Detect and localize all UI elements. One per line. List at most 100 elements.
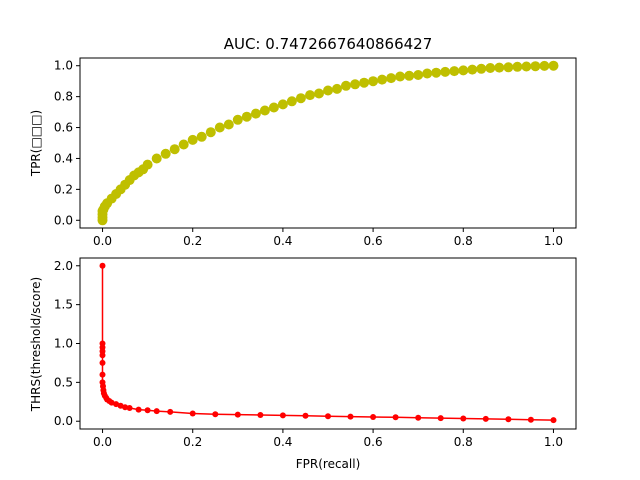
roc-x-tick-label: 1.0 bbox=[544, 234, 563, 248]
threshold-point bbox=[144, 407, 151, 414]
threshold-y-tick-label: 0.5 bbox=[54, 375, 73, 389]
roc-point bbox=[440, 66, 451, 77]
roc-point bbox=[467, 64, 478, 75]
roc-y-tick-label: 0.2 bbox=[54, 182, 73, 196]
threshold-point bbox=[153, 408, 160, 415]
roc-point bbox=[214, 122, 225, 133]
roc-y-axis-label: TPR(□□□) bbox=[29, 110, 43, 177]
threshold-y-tick-label: 1.5 bbox=[54, 298, 73, 312]
roc-point bbox=[404, 70, 415, 81]
threshold-point bbox=[99, 359, 106, 366]
roc-point bbox=[377, 74, 388, 85]
threshold-x-tick-label: 0.2 bbox=[183, 435, 202, 449]
roc-point bbox=[503, 62, 514, 73]
threshold-y-axis-label: THRS(threshold/score) bbox=[29, 277, 43, 412]
threshold-x-tick-label: 0.0 bbox=[93, 435, 112, 449]
roc-point bbox=[449, 66, 460, 77]
roc-point bbox=[368, 76, 379, 87]
roc-point bbox=[485, 63, 496, 73]
threshold-x-tick-label: 1.0 bbox=[544, 435, 563, 449]
roc-point bbox=[196, 131, 207, 142]
roc-ticks: 0.0 0.2 0.4 0.6 0.8 1.0 0.0 0.2 0.4 0.6 0.8 1.0 bbox=[54, 59, 563, 248]
threshold-point bbox=[135, 406, 142, 413]
threshold-point bbox=[347, 413, 354, 420]
roc-point bbox=[241, 111, 252, 122]
roc-point bbox=[458, 65, 469, 76]
roc-title: AUC: 0.7472667640866427 bbox=[224, 35, 433, 53]
roc-subplot: AUC: 0.7472667640866427 TPR(□□□) 0.0 0.2 0… bbox=[29, 35, 577, 248]
roc-point bbox=[268, 102, 279, 113]
threshold-x-tick-label: 0.8 bbox=[454, 435, 473, 449]
threshold-x-tick-label: 0.6 bbox=[364, 435, 383, 449]
threshold-point bbox=[505, 416, 512, 423]
threshold-point bbox=[550, 417, 557, 424]
roc-x-tick-label: 0.0 bbox=[93, 234, 112, 248]
threshold-point bbox=[437, 415, 444, 422]
roc-point bbox=[277, 99, 288, 110]
threshold-point bbox=[460, 415, 467, 422]
roc-point bbox=[169, 144, 180, 155]
roc-x-tick-label: 0.6 bbox=[364, 234, 383, 248]
roc-point bbox=[305, 90, 315, 101]
roc-point bbox=[413, 70, 424, 80]
roc-point bbox=[548, 60, 559, 71]
roc-point bbox=[151, 153, 162, 164]
threshold-point bbox=[122, 404, 129, 411]
threshold-subplot: THRS(threshold/score) FPR(recall) 0.0 0.2… bbox=[29, 257, 577, 471]
roc-axes-frame bbox=[79, 57, 577, 229]
threshold-point bbox=[370, 414, 377, 420]
roc-point bbox=[512, 61, 523, 72]
roc-point bbox=[259, 105, 270, 116]
threshold-point bbox=[99, 352, 106, 359]
roc-point bbox=[178, 139, 189, 150]
roc-point bbox=[250, 108, 261, 119]
threshold-point bbox=[99, 262, 106, 269]
roc-marks bbox=[97, 60, 559, 226]
roc-x-tick-label: 0.2 bbox=[183, 234, 202, 248]
threshold-point bbox=[126, 405, 133, 411]
threshold-y-tick-label: 2.0 bbox=[54, 259, 73, 273]
roc-point bbox=[323, 85, 333, 96]
roc-point bbox=[431, 67, 442, 78]
threshold-point bbox=[167, 408, 174, 415]
threshold-x-tick-label: 0.4 bbox=[273, 435, 292, 449]
threshold-point bbox=[113, 401, 120, 408]
roc-y-tick-label: 0.0 bbox=[54, 213, 73, 227]
roc-point bbox=[341, 80, 351, 91]
threshold-point bbox=[392, 414, 399, 421]
roc-y-tick-label: 0.8 bbox=[54, 90, 73, 104]
roc-point bbox=[187, 134, 198, 145]
threshold-point bbox=[212, 411, 219, 418]
threshold-point bbox=[415, 414, 422, 421]
roc-point bbox=[494, 62, 505, 73]
roc-point bbox=[395, 71, 406, 82]
threshold-point bbox=[99, 371, 106, 378]
roc-point bbox=[359, 77, 370, 88]
threshold-ticks: 0.0 0.2 0.4 0.6 0.8 1.0 0.0 0.5 1.0 1.5 2.0 bbox=[54, 259, 563, 449]
roc-point bbox=[521, 61, 532, 72]
threshold-point bbox=[189, 410, 196, 417]
threshold-marks bbox=[99, 262, 557, 424]
roc-x-tick-label: 0.8 bbox=[454, 234, 473, 248]
threshold-point bbox=[234, 411, 241, 418]
roc-point bbox=[539, 60, 550, 71]
roc-point bbox=[332, 83, 342, 94]
threshold-point bbox=[302, 412, 309, 419]
threshold-axes-frame bbox=[79, 257, 577, 430]
threshold-point bbox=[279, 412, 286, 419]
roc-point bbox=[232, 114, 243, 125]
roc-point bbox=[314, 88, 324, 99]
roc-point bbox=[476, 63, 487, 74]
threshold-y-tick-label: 1.0 bbox=[54, 337, 73, 351]
roc-point bbox=[386, 73, 397, 84]
roc-point bbox=[223, 119, 234, 130]
roc-point bbox=[530, 61, 541, 72]
threshold-point bbox=[257, 412, 264, 418]
roc-point bbox=[422, 68, 433, 79]
roc-point bbox=[295, 93, 306, 104]
threshold-point bbox=[527, 416, 534, 423]
threshold-x-axis-label: FPR(recall) bbox=[296, 457, 361, 471]
roc-x-tick-label: 0.4 bbox=[273, 234, 292, 248]
roc-y-tick-label: 0.6 bbox=[54, 121, 73, 135]
